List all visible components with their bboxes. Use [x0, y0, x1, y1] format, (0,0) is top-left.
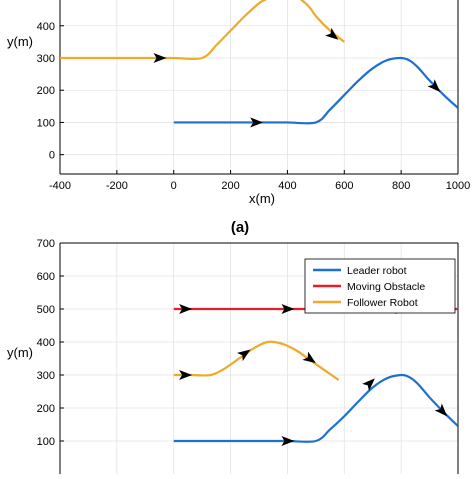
- legend-label-leader: Leader robot: [347, 265, 407, 277]
- y-tick-label: 200: [37, 403, 55, 415]
- x-tick-label: 200: [221, 180, 239, 192]
- y-tick-label: 700: [37, 238, 55, 250]
- y-tick-label: 300: [37, 370, 55, 382]
- y-tick-label: 200: [37, 85, 55, 97]
- leader-series-line: [173, 56, 458, 125]
- y-tick-label: 300: [37, 53, 55, 65]
- follower-direction-arrow: [325, 27, 339, 40]
- y-tick-label: 100: [37, 436, 55, 448]
- x-tick-label: 800: [392, 180, 410, 192]
- series-group: [60, 0, 458, 128]
- obstacle-direction-arrow: [281, 304, 295, 314]
- x-tick-label: -200: [106, 180, 128, 192]
- follower-direction-arrow: [153, 53, 167, 63]
- x-tick-label: 1000: [446, 180, 470, 192]
- leader-series-line: [173, 373, 458, 443]
- follower-series-line: [60, 0, 345, 61]
- obstacle-direction-arrow: [179, 304, 193, 314]
- panel-b-chart: 100 200 300 400 500 600 700 y(m) Leader robot Mov…: [7, 238, 459, 474]
- y-axis-label: y(m): [7, 345, 33, 360]
- y-tick-label: 0: [49, 150, 55, 162]
- plot-area: [60, 0, 458, 174]
- y-tick-label: 600: [37, 271, 55, 283]
- legend-label-obstacle: Moving Obstacle: [347, 281, 425, 293]
- leader-direction-arrow: [434, 403, 448, 417]
- follower-direction-arrow: [237, 349, 251, 362]
- leader-direction-arrow: [427, 79, 441, 92]
- legend: Leader robot Moving Obstacle Follower Robo…: [304, 258, 456, 314]
- legend-label-follower: Follower Robot: [347, 297, 418, 309]
- follower-direction-arrow: [302, 351, 316, 364]
- y-tick-label: 400: [37, 337, 55, 349]
- x-tick-label: -400: [49, 180, 71, 192]
- follower-direction-arrow: [179, 370, 193, 380]
- x-tick-label: 600: [335, 180, 353, 192]
- leader-direction-arrow: [250, 117, 264, 128]
- x-tick-label: 400: [278, 180, 296, 192]
- x-axis-label: x(m): [249, 191, 275, 206]
- leader-direction-arrow: [281, 436, 295, 446]
- y-axis-label: y(m): [7, 34, 33, 49]
- panel-a-chart: 0 100 200 300 400 -400 -200 0 200 400 600 800 1000 y(…: [7, 0, 470, 206]
- leader-direction-arrow: [362, 378, 375, 392]
- y-tick-label: 400: [37, 21, 55, 33]
- y-tick-label: 500: [37, 304, 55, 316]
- x-tick-label: 0: [171, 180, 177, 192]
- panel-a-caption: (a): [231, 219, 249, 236]
- y-tick-label: 100: [37, 117, 55, 129]
